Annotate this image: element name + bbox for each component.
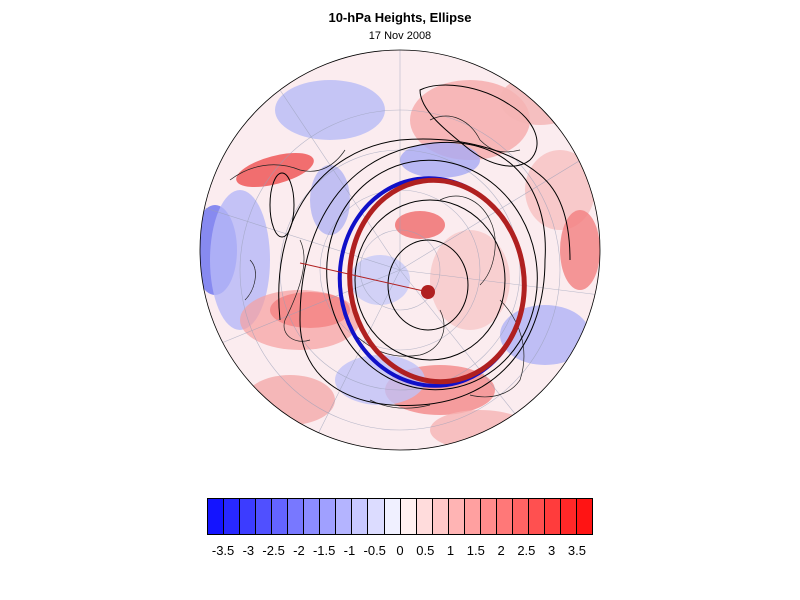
- colorbar-swatch: [208, 499, 225, 534]
- ellipse-center-marker: [421, 285, 435, 299]
- colorbar-swatch: [288, 499, 305, 534]
- colorbar-tick-label: 3: [548, 543, 556, 558]
- colorbar-swatch: [496, 499, 513, 534]
- colorbar-swatch: [561, 499, 578, 534]
- colorbar-tick-label: -2.5: [262, 543, 285, 558]
- colorbar-swatch: [272, 499, 289, 534]
- red-ellipse: [347, 177, 527, 385]
- colorbar-swatch: [320, 499, 337, 534]
- colorbar-tick-label: 2: [497, 543, 505, 558]
- colorbar: [207, 498, 593, 535]
- colorbar-tick-label: -2: [293, 543, 305, 558]
- colorbar-swatch: [336, 499, 353, 534]
- polar-map: [199, 49, 601, 451]
- colorbar-tick-label: -1.5: [312, 543, 336, 558]
- map-title: 10-hPa Heights, Ellipse: [328, 10, 472, 25]
- colorbar-swatch: [304, 499, 321, 534]
- colorbar-swatch: [224, 499, 241, 534]
- colorbar-swatch: [384, 499, 401, 534]
- colorbar-tick-label: 2.5: [517, 543, 536, 558]
- colorbar-swatch: [512, 499, 529, 534]
- ellipse-axis: [299, 262, 429, 293]
- colorbar-tick-label: -0.5: [363, 543, 386, 558]
- colorbar-swatch: [352, 499, 369, 534]
- colorbar-swatch: [240, 499, 257, 534]
- colorbar-tick-label: 1: [446, 543, 455, 558]
- colorbar-tick-label: 3.5: [567, 543, 586, 558]
- colorbar-tick-label: -3: [242, 543, 255, 558]
- colorbar-tick-labels: -3.5 -3 -2.5 -2 -1.5 -1 -0.5 0 0.5 1 1.5 2 2.5 3 3.5: [0, 543, 800, 559]
- colorbar-swatch: [400, 499, 417, 534]
- colorbar-swatch: [544, 499, 562, 534]
- colorbar-swatch: [448, 499, 465, 534]
- colorbar-swatch: [256, 499, 273, 534]
- colorbar-swatch: [416, 499, 433, 534]
- colorbar-tick-label: 1.5: [466, 543, 485, 558]
- colorbar-swatch: [432, 499, 449, 534]
- colorbar-tick-label: -1: [343, 543, 356, 558]
- colorbar-swatch: [528, 499, 545, 534]
- colorbar-tick-label: 0: [396, 543, 404, 558]
- colorbar-swatch: [368, 499, 385, 534]
- map-date: 17 Nov 2008: [368, 30, 432, 42]
- colorbar-swatch: [577, 499, 593, 534]
- colorbar-swatch: [464, 499, 481, 534]
- height-contours: [269, 84, 571, 407]
- colorbar-swatch: [480, 499, 497, 534]
- colorbar-tick-label: 0.5: [416, 543, 435, 558]
- colorbar-tick-label: -3.5: [211, 543, 235, 558]
